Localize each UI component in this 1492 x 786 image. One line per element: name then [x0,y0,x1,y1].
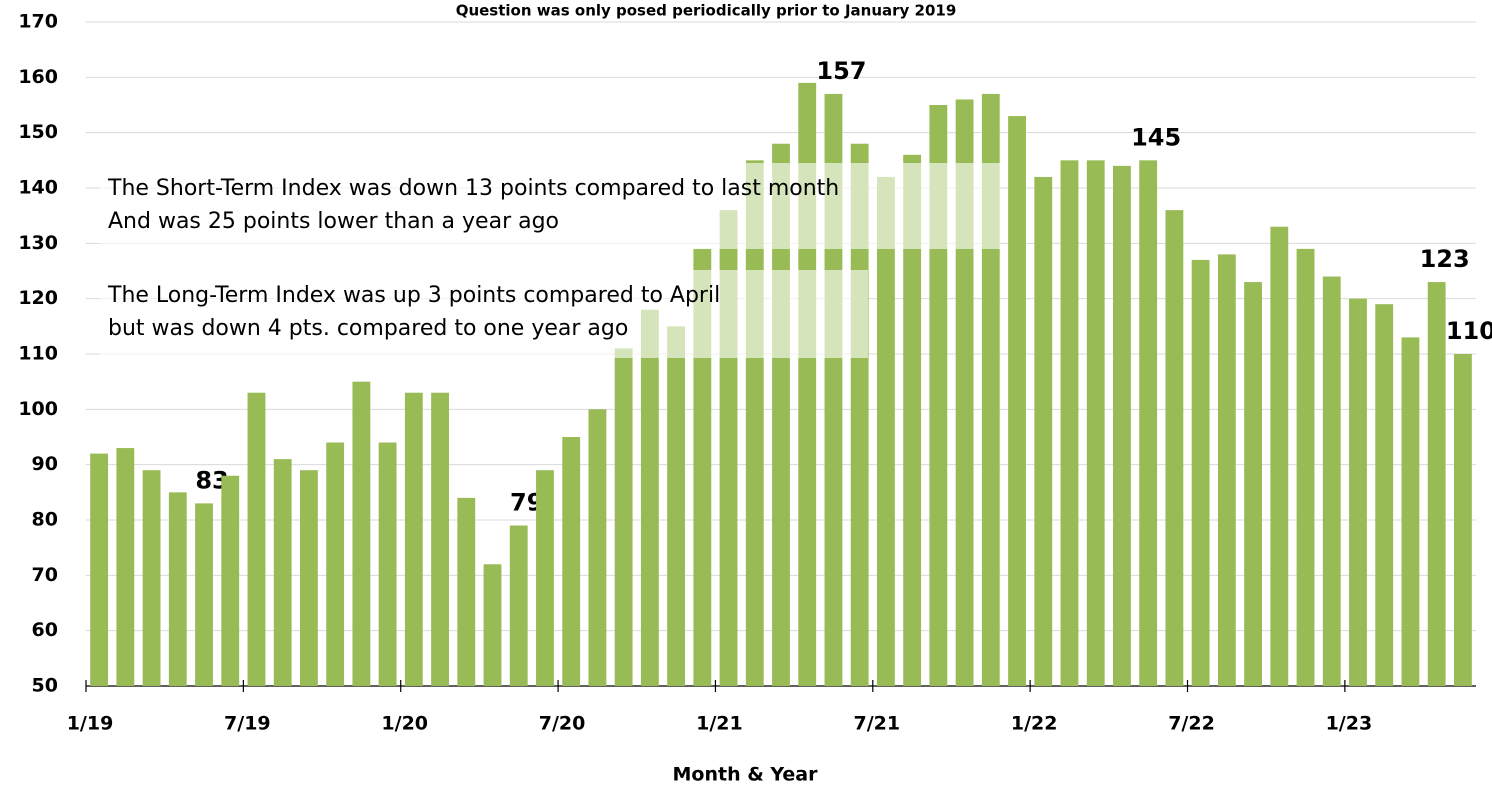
bar [562,437,581,686]
y-tick-label: 160 [18,66,58,88]
bar [247,392,266,686]
data-label: 145 [1131,123,1181,151]
y-tick-label: 80 [32,509,58,531]
chart-subtitle: Question was only posed periodically pri… [456,2,957,20]
x-tick-label: 7/21 [853,713,900,735]
bar [640,309,659,686]
bar [1008,116,1026,687]
x-tick-label: 7/19 [224,713,271,735]
x-tick-label: 1/21 [696,713,743,735]
bar [1244,282,1262,686]
bar [1296,248,1315,686]
bar [1375,304,1394,686]
bar [1401,337,1420,686]
bar [168,492,187,686]
y-tick-label: 60 [32,619,58,641]
bar [90,453,109,686]
y-tick-label: 50 [32,675,58,697]
bar [614,348,633,686]
y-tick-label: 90 [32,453,58,475]
bar [431,392,449,686]
bar [1349,298,1367,686]
bar [1139,160,1158,687]
y-tick-label: 100 [18,398,58,420]
bar [693,248,712,686]
bar [116,448,135,686]
annotation-text: The Short-Term Index was down 13 points … [107,176,839,201]
x-tick-label: 1/20 [381,713,428,735]
bar [457,497,476,686]
bar [483,564,502,686]
x-tick-label: 7/20 [539,713,586,735]
bar [195,503,213,686]
x-axis-label: Month & Year [673,764,819,786]
bar [1060,160,1079,687]
data-label: 123 [1420,245,1470,273]
bar [509,525,528,686]
bar [221,475,240,686]
bar [142,470,161,686]
y-tick-label: 130 [18,232,58,254]
bar [536,470,554,686]
bar [929,105,948,686]
bar [378,442,397,686]
x-tick-label: 1/23 [1326,713,1373,735]
bar [352,381,371,686]
bar [588,409,607,686]
bar [300,470,318,686]
x-tick-label: 1/19 [67,713,114,735]
y-tick-label: 70 [32,564,58,586]
bar [1191,259,1210,686]
annotation-text: And was 25 points lower than a year ago [108,209,559,234]
annotation-box [100,270,868,358]
y-tick-label: 140 [18,177,58,199]
bar [903,154,922,687]
bar [1165,210,1184,686]
annotation-text: The Long-Term Index was up 3 points comp… [107,283,720,308]
bar [667,326,686,686]
bar [1217,254,1236,686]
y-tick-label: 170 [18,11,58,33]
y-tick-label: 110 [18,343,58,365]
x-tick-label: 7/22 [1168,713,1215,735]
bar [1113,165,1131,686]
bar [1427,282,1446,686]
bar [876,176,895,686]
annotation-text: but was down 4 pts. compared to one year… [108,316,628,341]
bar [326,442,345,686]
bar [1034,176,1053,686]
bar [1086,160,1105,687]
bar [1270,226,1289,686]
data-label: 157 [816,57,866,85]
bar [404,392,423,686]
bar [1453,354,1472,686]
x-tick-label: 1/22 [1011,713,1058,735]
data-label: 110 [1446,317,1492,345]
y-tick-label: 120 [18,287,58,309]
annotation-box [100,163,1000,249]
bar [273,459,292,686]
bar [1322,276,1341,686]
y-tick-label: 150 [18,121,58,143]
